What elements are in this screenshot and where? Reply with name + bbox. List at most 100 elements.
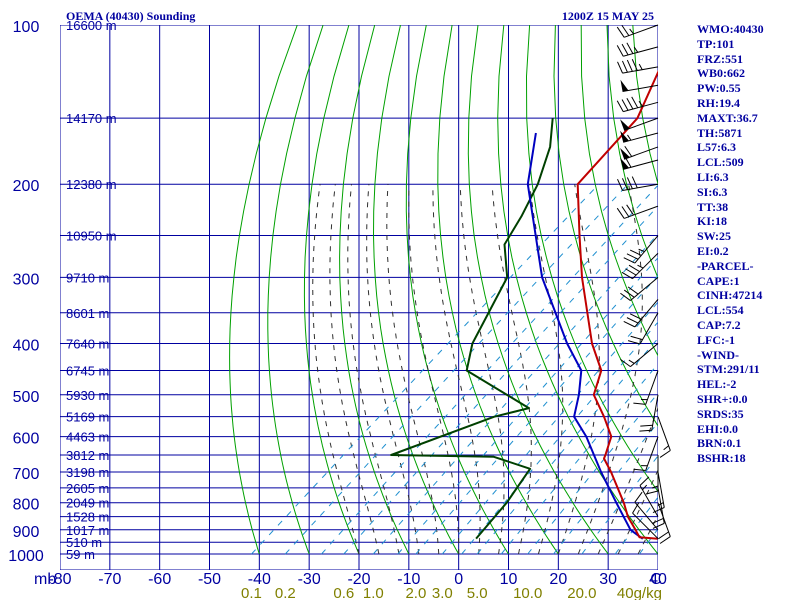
temperature-profile-line bbox=[576, 70, 658, 540]
wind-barb bbox=[621, 252, 659, 280]
pressure-tick-label: 100 bbox=[13, 19, 40, 36]
height-label: 8601 m bbox=[66, 306, 109, 321]
wind-barb-staff bbox=[630, 343, 659, 368]
temperature-tick-label: 30 bbox=[599, 571, 617, 588]
moist-adiabat-line bbox=[408, 184, 460, 554]
sounding-index-item: BSHR:18 bbox=[697, 451, 746, 466]
sounding-index-item: KI:18 bbox=[697, 214, 727, 229]
temperature-tick-label: -10 bbox=[397, 571, 420, 588]
mixing-ratio-line bbox=[343, 205, 658, 555]
mixing-ratio-line bbox=[441, 301, 658, 555]
wind-barb-flag bbox=[645, 490, 659, 495]
dry-adiabat-line bbox=[267, 25, 324, 555]
moist-adiabat-line bbox=[386, 184, 440, 554]
wind-barb-staff bbox=[623, 132, 659, 143]
height-label: 5930 m bbox=[66, 388, 109, 403]
wind-barb bbox=[633, 370, 659, 405]
temperature-tick-label: -30 bbox=[298, 571, 321, 588]
wind-barb-flag bbox=[658, 531, 669, 540]
sounding-index-item: STM:291/11 bbox=[697, 362, 760, 377]
wind-barb-flag bbox=[623, 289, 635, 298]
wind-barb-pennant bbox=[620, 79, 629, 92]
wind-barb-half-flag bbox=[642, 484, 648, 491]
wind-barb bbox=[617, 176, 659, 191]
wind-barb-flag bbox=[621, 206, 630, 218]
wind-barb bbox=[623, 235, 659, 264]
height-label: 12380 m bbox=[66, 177, 117, 192]
mixing-ratio-line bbox=[251, 183, 600, 555]
mixing-ratio-label: 0.1 bbox=[241, 585, 262, 600]
wind-barb-staff bbox=[639, 485, 659, 517]
mixing-ratio-line bbox=[461, 321, 658, 555]
dry-adiabat-line bbox=[553, 25, 658, 427]
wind-barb-flag bbox=[624, 145, 633, 157]
temperature-tick-label: 10 bbox=[500, 571, 518, 588]
dry-adiabat-line bbox=[525, 25, 658, 493]
moist-adiabat-line bbox=[347, 184, 400, 555]
wind-barb-flag bbox=[626, 177, 633, 189]
mixing-ratio-label: 3.0 bbox=[432, 585, 453, 600]
wind-barb-half-flag bbox=[629, 28, 634, 35]
wind-barb bbox=[616, 24, 659, 38]
mixing-ratio-label: 5.0 bbox=[467, 585, 488, 600]
sounding-index-item: L57:6.3 bbox=[697, 140, 736, 155]
sounding-profiles bbox=[390, 70, 658, 540]
moist-adiabat-line bbox=[329, 184, 380, 555]
height-label: 4463 m bbox=[66, 430, 109, 445]
wind-barb-flag bbox=[626, 59, 633, 72]
pressure-tick-label: 700 bbox=[13, 466, 40, 483]
wind-barb-flag bbox=[639, 429, 652, 432]
wind-barb-flag bbox=[621, 99, 629, 111]
temperature-tick-label: 0 bbox=[454, 571, 463, 588]
wind-barb-flag bbox=[617, 61, 624, 74]
wind-barb-flag bbox=[640, 424, 653, 427]
temperature-tick-label: -20 bbox=[347, 571, 370, 588]
pressure-tick-label: 400 bbox=[13, 337, 40, 354]
wind-barb bbox=[620, 130, 659, 143]
wind-barb bbox=[616, 42, 659, 57]
mixing-ratio-label: 40g/kg bbox=[617, 585, 662, 600]
wind-barb-staff bbox=[624, 146, 659, 160]
pressure-tick-label: 600 bbox=[13, 431, 40, 448]
mixing-ratio-line bbox=[581, 455, 658, 555]
wind-barb-staff bbox=[623, 46, 659, 57]
wind-barb-flag bbox=[629, 313, 642, 320]
temperature-tick-label: -60 bbox=[148, 571, 171, 588]
wind-barb-pennant bbox=[620, 119, 630, 131]
sounding-index-item: CINH:47214 bbox=[697, 288, 763, 303]
wind-barb-flag bbox=[631, 176, 638, 189]
mixing-ratio-line bbox=[500, 363, 658, 555]
mixing-ratio-label: 10.0 bbox=[513, 585, 542, 600]
wind-barb-flag bbox=[621, 178, 628, 190]
sounding-index-item: EI:0.2 bbox=[697, 243, 729, 258]
wind-barb-flag bbox=[616, 26, 625, 38]
wind-barb-staff bbox=[622, 183, 659, 191]
wind-barb-flag bbox=[623, 257, 636, 264]
wind-barb-flag bbox=[626, 97, 634, 110]
wind-barb-flag bbox=[627, 286, 639, 295]
wind-barb-flag bbox=[659, 450, 671, 458]
wind-barb-flag bbox=[616, 45, 624, 57]
sounding-index-item: TP:101 bbox=[697, 36, 735, 51]
height-label: 3812 m bbox=[66, 448, 109, 463]
wind-barb bbox=[616, 204, 659, 219]
height-label: 1017 m bbox=[66, 523, 109, 538]
height-label: 2605 m bbox=[66, 481, 109, 496]
wind-barb-flag bbox=[631, 59, 638, 71]
wind-barb-staff bbox=[651, 394, 659, 431]
pressure-tick-label: 200 bbox=[13, 178, 40, 195]
sounding-index-item: TH:5871 bbox=[697, 125, 743, 140]
wind-barb-flag bbox=[628, 264, 640, 273]
wind-barb-flag bbox=[620, 292, 631, 301]
dry-adiabat-line bbox=[339, 25, 410, 555]
mixing-ratio-line bbox=[553, 421, 658, 555]
temperature-unit-label: C bbox=[650, 571, 662, 588]
sounding-index-item: SI:6.3 bbox=[697, 184, 728, 199]
wind-barb bbox=[623, 298, 659, 328]
mixing-ratio-label: 0.6 bbox=[333, 585, 354, 600]
wind-barb-flag bbox=[631, 96, 639, 108]
mixing-ratio-line bbox=[372, 233, 658, 555]
dry-adiabats bbox=[229, 25, 658, 555]
wind-barb-flag bbox=[626, 317, 639, 324]
